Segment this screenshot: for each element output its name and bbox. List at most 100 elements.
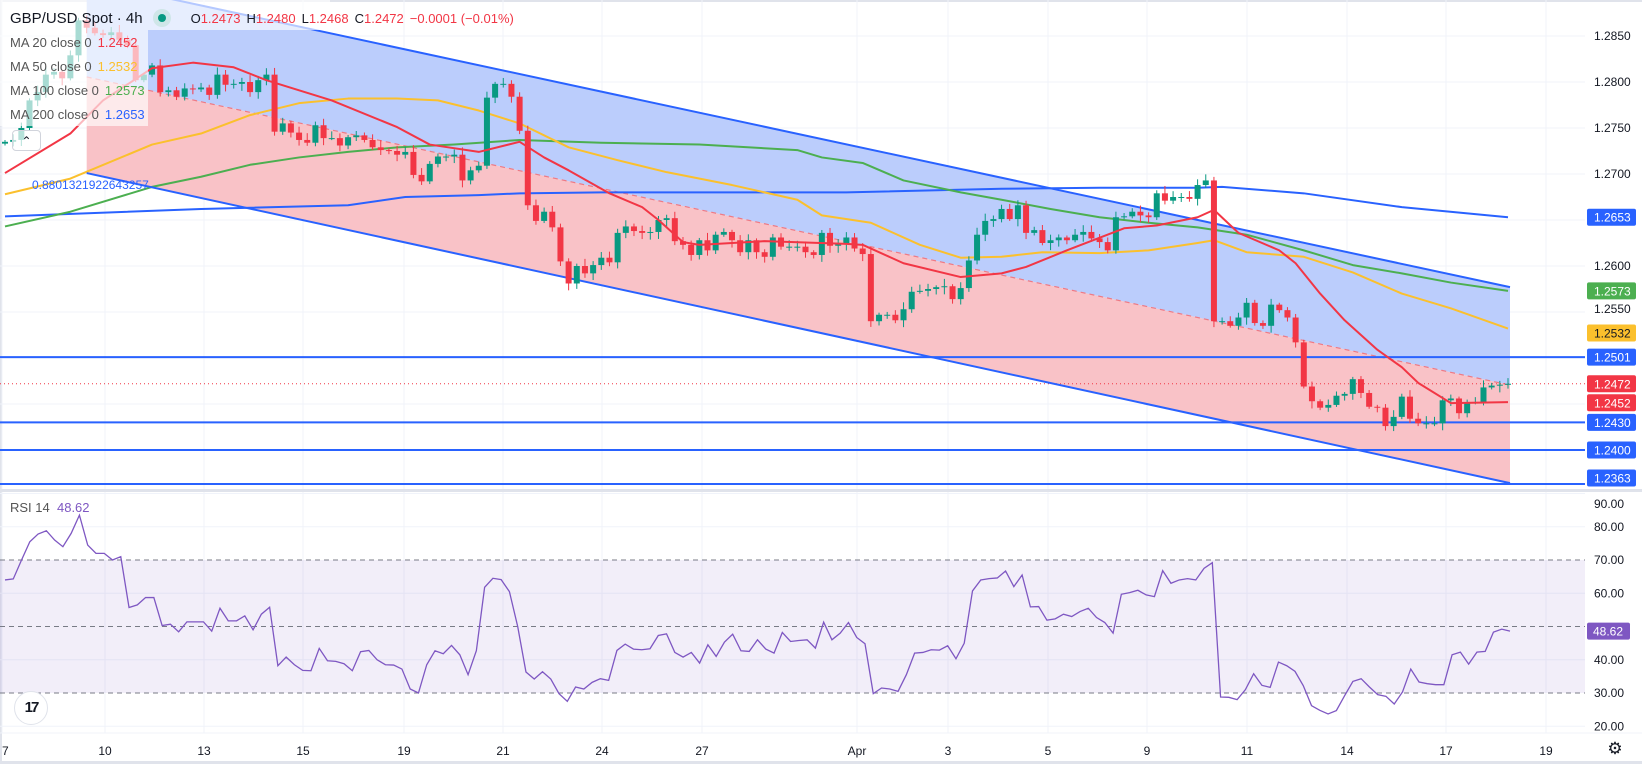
candle bbox=[1145, 212, 1152, 223]
price-label-text: 1.2532 bbox=[1594, 327, 1631, 341]
price-label-text: 1.2573 bbox=[1594, 284, 1631, 298]
candle-body bbox=[1439, 400, 1446, 424]
rsi-value: 48.62 bbox=[56, 500, 90, 515]
candle bbox=[802, 241, 809, 258]
candle-body bbox=[769, 237, 776, 257]
candle bbox=[1357, 376, 1364, 399]
candle-body bbox=[1292, 317, 1299, 343]
candle bbox=[941, 278, 948, 295]
candle bbox=[1423, 416, 1430, 429]
candle-body bbox=[255, 80, 262, 93]
candle bbox=[663, 214, 670, 228]
indicator-ma50[interactable]: MA 50 close 0 1.2532 bbox=[10, 54, 514, 78]
candle-body bbox=[720, 231, 727, 235]
candle bbox=[1129, 208, 1136, 219]
candle-body bbox=[296, 132, 303, 140]
price-label-box bbox=[1587, 413, 1636, 431]
candle-body bbox=[328, 138, 335, 140]
candle bbox=[1251, 299, 1258, 326]
candle bbox=[900, 302, 907, 328]
candle bbox=[1374, 404, 1381, 413]
candle bbox=[598, 251, 605, 270]
candle bbox=[1300, 339, 1307, 389]
candle-body bbox=[639, 231, 646, 233]
candle bbox=[402, 146, 409, 159]
collapse-legend-button[interactable]: ⌃ bbox=[12, 130, 41, 151]
candle-body bbox=[312, 125, 319, 143]
candle-body bbox=[859, 248, 866, 255]
candle bbox=[573, 263, 580, 289]
price-label-box bbox=[1587, 324, 1636, 342]
close-value: 1.2472 bbox=[364, 10, 404, 26]
candle bbox=[483, 91, 490, 169]
candle bbox=[647, 227, 654, 240]
candle bbox=[377, 140, 384, 155]
candle bbox=[1104, 237, 1111, 254]
candle-body bbox=[385, 150, 392, 152]
candle bbox=[557, 223, 564, 266]
market-status-icon[interactable] bbox=[152, 9, 171, 27]
candle-body bbox=[1153, 193, 1160, 218]
candle-body bbox=[843, 237, 850, 244]
candle-body bbox=[565, 261, 572, 284]
candle-body bbox=[1308, 386, 1315, 402]
rsi-line[interactable] bbox=[4, 513, 1511, 715]
candle bbox=[965, 256, 972, 292]
candle bbox=[524, 125, 531, 210]
indicator-ma200[interactable]: MA 200 close 0 1.2653 bbox=[10, 102, 514, 126]
ma100-line[interactable] bbox=[4, 138, 1509, 292]
channel-upper-line[interactable] bbox=[87, 0, 1511, 289]
pane-separator[interactable] bbox=[0, 489, 1642, 492]
candle bbox=[206, 84, 213, 100]
candle bbox=[1431, 416, 1438, 427]
candle bbox=[1112, 211, 1119, 254]
candle-body bbox=[1480, 387, 1487, 403]
gear-icon[interactable]: ⚙ bbox=[1607, 739, 1623, 758]
price-label-box bbox=[1587, 441, 1636, 459]
ma200-line[interactable] bbox=[4, 185, 1509, 219]
price-axis-label: 1.2363 bbox=[1587, 469, 1636, 487]
candle-body bbox=[712, 234, 719, 251]
candle-body bbox=[1251, 302, 1258, 324]
candle-body bbox=[745, 240, 752, 253]
price-axis-label: 1.2573 bbox=[1587, 282, 1636, 300]
candle bbox=[630, 223, 637, 237]
candle-body bbox=[418, 174, 425, 182]
indicator-ma100[interactable]: MA 100 close 0 1.2573 bbox=[10, 78, 514, 102]
candle bbox=[1398, 393, 1405, 420]
candle bbox=[1284, 307, 1291, 322]
candle-body bbox=[581, 266, 588, 274]
ma50-line[interactable] bbox=[4, 97, 1509, 330]
indicator-ma20[interactable]: MA 20 close 0 1.2452 bbox=[10, 30, 514, 54]
price-label-text: 1.2452 bbox=[1594, 396, 1631, 410]
time-axis-label: 19 bbox=[1539, 744, 1553, 758]
candle bbox=[1080, 225, 1087, 242]
candle bbox=[1072, 228, 1079, 243]
candle-body bbox=[451, 154, 458, 157]
candle-body bbox=[614, 232, 621, 263]
candle-body bbox=[965, 260, 972, 289]
indicator-label: MA 100 close 0 bbox=[10, 82, 99, 98]
candle-body bbox=[459, 154, 466, 181]
candle-body bbox=[353, 135, 360, 138]
candle-body bbox=[1210, 180, 1217, 322]
ma20-line[interactable] bbox=[4, 61, 1509, 405]
candle-body bbox=[728, 231, 735, 241]
candle bbox=[720, 228, 727, 237]
candle-body bbox=[500, 83, 507, 85]
candle-body bbox=[1447, 398, 1454, 401]
candle-body bbox=[345, 137, 352, 146]
candle bbox=[189, 84, 196, 95]
candle-body bbox=[998, 208, 1005, 220]
candle bbox=[230, 79, 237, 89]
tradingview-logo[interactable]: 17 bbox=[14, 691, 48, 725]
candle bbox=[1308, 381, 1315, 409]
candle-body bbox=[737, 240, 744, 253]
rsi-legend[interactable]: RSI 14 48.62 bbox=[10, 500, 90, 515]
indicator-label: MA 50 close 0 bbox=[10, 58, 92, 74]
price-axis-tick: 1.2750 bbox=[1594, 121, 1631, 135]
price-label-box bbox=[1587, 282, 1636, 300]
symbol-title[interactable]: GBP/USD Spot · 4h bbox=[10, 9, 143, 27]
channel-lower-line[interactable] bbox=[86, 172, 1511, 485]
